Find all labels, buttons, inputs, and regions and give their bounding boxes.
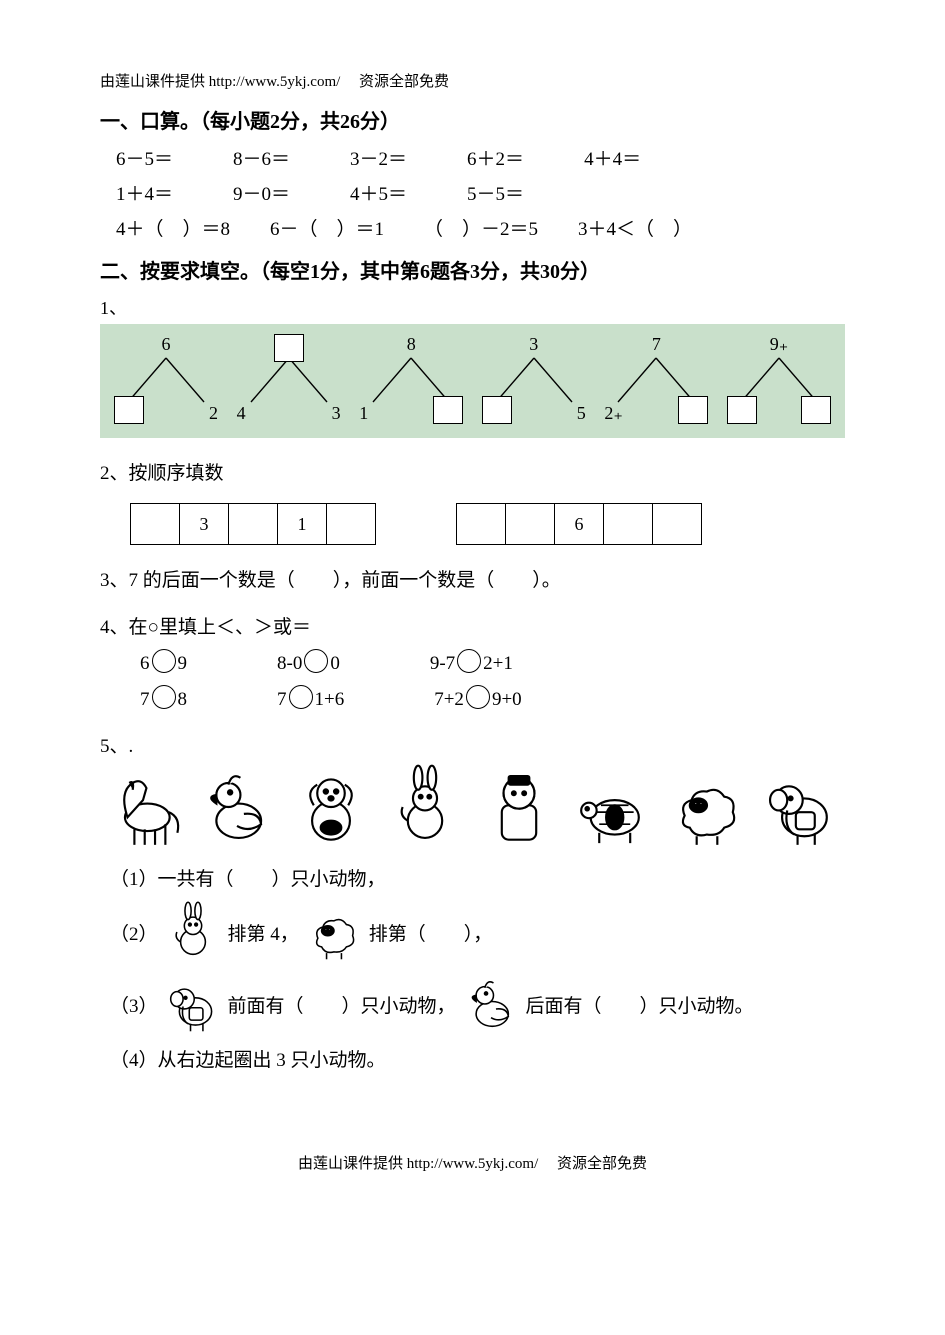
elephant-inline-icon xyxy=(162,973,224,1035)
calc-cell: 1＋4＝ xyxy=(116,179,173,206)
footer-free: 资源全部免费 xyxy=(557,1156,647,1172)
calc-cell: 3＋4＜（ ） xyxy=(578,214,692,241)
rabbit-icon xyxy=(382,764,468,850)
header-provider: 由莲山课件提供 xyxy=(100,74,205,90)
calc-cell: 8－6＝ xyxy=(233,144,290,171)
sequence-cell xyxy=(505,503,554,545)
sequence-1: 31 xyxy=(130,503,376,545)
number-bond: 35 xyxy=(474,334,594,424)
calc-cell: （ ）－2＝5 xyxy=(424,214,538,241)
calc-cell: 6＋2＝ xyxy=(467,144,524,171)
sequence-cell xyxy=(228,503,277,545)
sheep-inline-icon xyxy=(303,901,365,963)
number-bond-strip: 6243813572₊9₊ xyxy=(100,324,845,438)
worksheet-page: 由莲山课件提供 http://www.5ykj.com/ 资源全部免费 一、口算… xyxy=(0,0,945,1213)
q4-label: 4、在○里填上＜、＞或＝ xyxy=(100,612,845,639)
sequence-cell xyxy=(652,503,702,545)
elephant-icon xyxy=(758,764,844,850)
calc-cell: 4＋（ ）＝8 xyxy=(116,214,230,241)
compare-cell: 7+29+0 xyxy=(434,685,521,711)
sequence-cell: 6 xyxy=(554,503,603,545)
section-2-title: 二、按要求填空。（每空1分，其中第6题各3分，共30分） xyxy=(100,255,845,284)
compare-row: 78 71+6 7+29+0 xyxy=(140,685,845,711)
footer-url: http://www.5ykj.com/ xyxy=(407,1156,539,1172)
sequence-2: 6 xyxy=(456,503,702,545)
blank-circle xyxy=(152,649,176,673)
header-url: http://www.5ykj.com/ xyxy=(209,74,341,90)
turtle-icon xyxy=(570,764,656,850)
compare-cell: 71+6 xyxy=(277,685,344,711)
sequence-cell: 1 xyxy=(277,503,326,545)
sequence-cell xyxy=(326,503,376,545)
duck-inline-icon xyxy=(460,973,522,1035)
q5-3: （3） 前面有（ ）只小动物， 后面有（ ）只小动物。 xyxy=(110,973,845,1035)
number-bond: 62 xyxy=(106,334,226,424)
page-footer: 由莲山课件提供 http://www.5ykj.com/ 资源全部免费 xyxy=(100,1152,845,1173)
duck-icon xyxy=(194,764,280,850)
section-1-title: 一、口算。（每小题2分，共26分） xyxy=(100,105,845,134)
compare-cell: 9-72+1 xyxy=(430,649,513,675)
q5-4: （4）从右边起圈出 3 只小动物。 xyxy=(110,1045,845,1072)
calc-cell: 4＋4＝ xyxy=(584,144,641,171)
calc-cell: 3－2＝ xyxy=(350,144,407,171)
q1-label: 1、 xyxy=(100,294,845,320)
calc-cell: 6－5＝ xyxy=(116,144,173,171)
sequence-cell: 3 xyxy=(179,503,228,545)
number-bond: 72₊ xyxy=(596,334,716,424)
sequence-cell xyxy=(603,503,652,545)
blank-circle xyxy=(457,649,481,673)
blank-circle xyxy=(289,685,313,709)
rabbit-inline-icon xyxy=(162,901,224,963)
horse-icon xyxy=(100,764,186,850)
footer-provider: 由莲山课件提供 xyxy=(298,1156,403,1172)
compare-row: 69 8-00 9-72+1 xyxy=(140,649,845,675)
number-bond: 81 xyxy=(351,334,471,424)
calc-row-3: 4＋（ ）＝8 6－（ ）＝1 （ ）－2＝5 3＋4＜（ ） xyxy=(116,214,845,241)
sheep-icon xyxy=(664,764,750,850)
animal-row xyxy=(100,764,845,850)
number-bond: 43 xyxy=(229,334,349,424)
sequence-cell xyxy=(130,503,179,545)
calc-cell: 4＋5＝ xyxy=(350,179,407,206)
dog-icon xyxy=(288,764,374,850)
calc-cell: 9－0＝ xyxy=(233,179,290,206)
q4-rows: 69 8-00 9-72+1 78 71+6 7+29+0 xyxy=(140,649,845,711)
q5-1: （1）一共有（ ）只小动物， xyxy=(110,864,845,891)
blank-circle xyxy=(304,649,328,673)
sequence-cell xyxy=(456,503,505,545)
q5-label: 5、. xyxy=(100,731,845,758)
calc-cell: 6－（ ）＝1 xyxy=(270,214,384,241)
calc-row-2: 1＋4＝ 9－0＝ 4＋5＝ 5－5＝ xyxy=(116,179,845,206)
compare-cell: 78 xyxy=(140,685,187,711)
blank-circle xyxy=(466,685,490,709)
page-header: 由莲山课件提供 http://www.5ykj.com/ 资源全部免费 xyxy=(100,70,845,91)
sequence-wrap: 31 6 xyxy=(130,503,845,545)
lion-icon xyxy=(476,764,562,850)
blank-circle xyxy=(152,685,176,709)
header-free: 资源全部免费 xyxy=(359,74,449,90)
calc-row-1: 6－5＝ 8－6＝ 3－2＝ 6＋2＝ 4＋4＝ xyxy=(116,144,845,171)
calc-cell: 5－5＝ xyxy=(467,179,524,206)
number-bond: 9₊ xyxy=(719,334,839,424)
q3-text: 3、7 的后面一个数是（ ），前面一个数是（ ）。 xyxy=(100,565,845,592)
q2-label: 2、按顺序填数 xyxy=(100,458,845,485)
compare-cell: 8-00 xyxy=(277,649,340,675)
compare-cell: 69 xyxy=(140,649,187,675)
q5-2: （2） 排第 4， 排第（ ）， xyxy=(110,901,845,963)
